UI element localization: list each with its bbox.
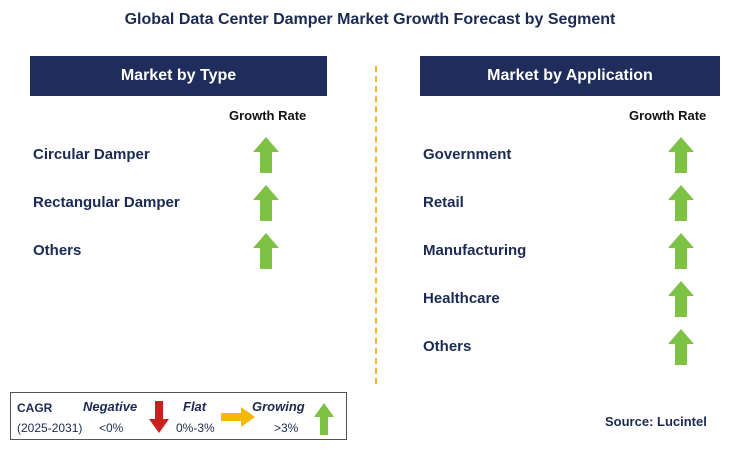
legend-period: (2025-2031) xyxy=(17,421,83,435)
up-arrow-icon xyxy=(314,403,334,435)
cagr-legend: CAGR (2025-2031) Negative <0% Flat 0%-3%… xyxy=(10,392,347,440)
legend-cagr-label: CAGR xyxy=(17,401,53,415)
legend-negative-range: <0% xyxy=(99,421,124,435)
segment-row: Government xyxy=(423,137,698,173)
up-arrow-icon xyxy=(668,185,694,221)
segment-row: Others xyxy=(423,329,698,365)
right-arrow-icon xyxy=(221,407,255,427)
segment-row: Retail xyxy=(423,185,698,221)
legend-flat-range: 0%-3% xyxy=(176,421,215,435)
segment-label: Rectangular Damper xyxy=(33,194,180,211)
source-note: Source: Lucintel xyxy=(605,414,707,429)
legend-growing-label: Growing xyxy=(252,399,305,414)
application-panel-header: Market by Application xyxy=(420,56,720,96)
legend-negative-label: Negative xyxy=(83,399,138,414)
up-arrow-icon xyxy=(253,137,279,173)
segment-label: Government xyxy=(423,146,512,163)
legend-flat-label: Flat xyxy=(183,399,207,414)
up-arrow-icon xyxy=(668,329,694,365)
segment-row: Others xyxy=(33,233,283,269)
segment-label: Circular Damper xyxy=(33,146,150,163)
segment-label: Manufacturing xyxy=(423,242,527,259)
segment-row: Healthcare xyxy=(423,281,698,317)
up-arrow-icon xyxy=(668,233,694,269)
segment-label: Others xyxy=(423,338,472,355)
segment-row: Rectangular Damper xyxy=(33,185,283,221)
segment-label: Others xyxy=(33,242,82,259)
type-panel-header: Market by Type xyxy=(30,56,327,96)
panel-divider xyxy=(375,66,377,384)
segment-label: Retail xyxy=(423,194,464,211)
type-growth-rate-label: Growth Rate xyxy=(229,108,307,123)
up-arrow-icon xyxy=(253,233,279,269)
segment-row: Manufacturing xyxy=(423,233,698,269)
up-arrow-icon xyxy=(253,185,279,221)
up-arrow-icon xyxy=(668,281,694,317)
segment-row: Circular Damper xyxy=(33,137,283,173)
segment-label: Healthcare xyxy=(423,290,500,307)
down-arrow-icon xyxy=(149,401,169,433)
legend-growing-range: >3% xyxy=(274,421,299,435)
page-title: Global Data Center Damper Market Growth … xyxy=(124,11,616,28)
application-growth-rate-label: Growth Rate xyxy=(629,108,707,123)
up-arrow-icon xyxy=(668,137,694,173)
